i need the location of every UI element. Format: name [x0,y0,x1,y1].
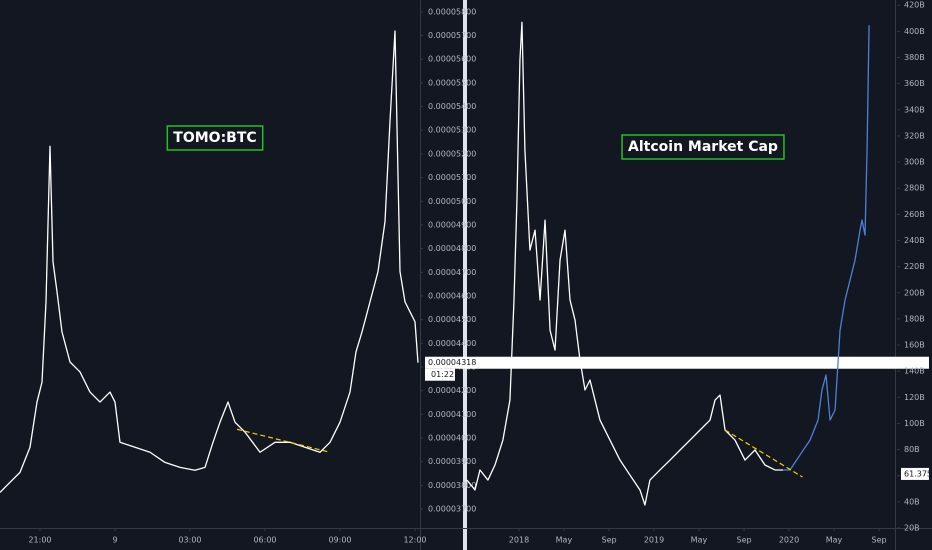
y-tick-label: 0.00005000 [428,197,476,206]
x-tick-label: 06:00 [253,536,276,545]
price-line [0,30,419,493]
title-box [621,134,785,160]
y-tick-label: 0.00004800 [428,244,476,253]
price-line [783,25,870,471]
x-tick-label: Sep [601,536,616,545]
trend-line [724,429,803,478]
y-tick-label: 0.00004900 [428,220,476,229]
x-tick-label: 2019 [644,536,664,545]
y-tick-label: 80B [904,445,920,454]
y-tick-label: 340B [904,105,925,114]
x-tick-label: May [826,536,843,545]
x-tick-label: 9 [112,536,117,545]
y-tick-label: 0.00004600 [428,291,476,300]
countdown-box [425,368,455,381]
x-tick-label: May [691,536,708,545]
y-tick-label: 240B [904,236,925,245]
price-line [466,21,784,506]
y-tick-label: 0.00005700 [428,31,476,40]
y-tick-label: 0.00005100 [428,173,476,182]
y-tick-label: 0.00004200 [428,386,476,395]
x-tick-label: 03:00 [178,536,201,545]
x-tick-label: 12:00 [403,536,426,545]
x-tick-label: 09:00 [328,536,351,545]
countdown: 01:22 [431,370,454,379]
y-tick-label: 0.00004500 [428,315,476,324]
y-tick-label: 0.00003900 [428,457,476,466]
price-tag-label: 61.375B [904,469,932,478]
x-tick-label: 2020 [779,536,799,545]
y-tick-label: 100B [904,419,925,428]
y-tick-label: 0.00005600 [428,55,476,64]
title-box [166,125,264,151]
y-tick-label: 280B [904,184,925,193]
chart-title: Altcoin Market Cap [628,139,778,155]
y-tick-label: 0.00003800 [428,481,476,490]
y-tick-label: 0.00005800 [428,7,476,16]
y-tick-label: 0.00005400 [428,102,476,111]
price-tag-label: 0.00004318 [428,358,476,367]
y-tick-label: 0.00004000 [428,434,476,443]
y-tick-label: 0.00005300 [428,126,476,135]
x-tick-label: Sep [872,536,887,545]
chart-title: TOMO:BTC [173,130,256,146]
y-tick-label: 40B [904,497,920,506]
y-tick-label: 160B [904,341,925,350]
y-tick-label: 0.00004400 [428,339,476,348]
y-tick-label: 420B [904,1,925,10]
y-tick-label: 0.00005500 [428,78,476,87]
y-tick-label: 0.00005200 [428,149,476,158]
y-tick-label: 120B [904,393,925,402]
y-tick-label: 220B [904,262,925,271]
y-tick-label: 20B [904,524,920,533]
y-tick-label: 400B [904,27,925,36]
y-tick-label: 380B [904,53,925,62]
y-tick-label: 0.00004100 [428,410,476,419]
x-tick-label: 2018 [509,536,529,545]
x-tick-label: 21:00 [28,536,51,545]
y-tick-label: 360B [904,79,925,88]
price-tag [425,356,929,369]
y-tick-label: 180B [904,314,925,323]
y-tick-label: 0.00004700 [428,268,476,277]
price-tag [901,467,929,480]
x-tick-label: Sep [737,536,752,545]
y-tick-label: 140B [904,367,925,376]
panel-divider [463,0,467,550]
x-tick-label: May [556,536,573,545]
y-tick-label: 260B [904,210,925,219]
y-tick-label: 300B [904,158,925,167]
y-tick-label: 200B [904,288,925,297]
y-tick-label: 0.00003700 [428,505,476,514]
y-tick-label: 320B [904,131,925,140]
